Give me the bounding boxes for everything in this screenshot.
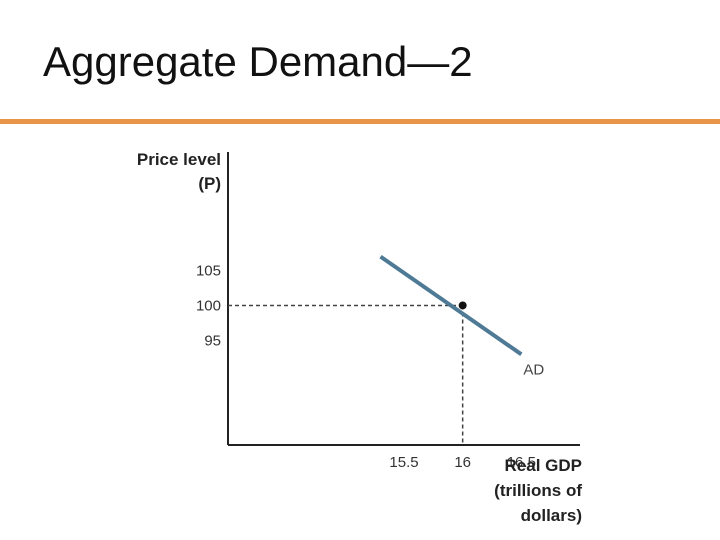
y-tick-label: 105 xyxy=(196,263,221,280)
axis-titles: Price level (P) Real GDP (trillions of dolla… xyxy=(137,150,582,525)
x-axis-title-line: (trillions of xyxy=(494,481,582,500)
x-tick-label: 16.5 xyxy=(507,454,536,471)
y-axis-title-line: (P) xyxy=(198,174,221,193)
x-axis-title-line: dollars) xyxy=(521,506,582,525)
axes xyxy=(227,152,580,446)
reference-lines xyxy=(228,304,464,445)
slide-title: Aggregate Demand—2 xyxy=(43,38,473,85)
series-label-ad: AD xyxy=(523,361,544,378)
title-divider xyxy=(0,119,720,124)
tick-labels: 95 100 105 15.5 16 16.5 xyxy=(196,263,536,471)
series-line-ad xyxy=(379,254,523,356)
x-tick-label: 16 xyxy=(454,454,471,471)
x-tick-label: 15.5 xyxy=(389,454,418,471)
x-axis-title-line: Real GDP xyxy=(505,456,582,475)
y-axis-title-line: Price level xyxy=(137,150,221,169)
y-tick-label: 95 xyxy=(204,332,221,349)
equilibrium-point xyxy=(458,301,467,310)
series-layer: AD xyxy=(379,254,544,378)
y-tick-label: 100 xyxy=(196,297,221,314)
